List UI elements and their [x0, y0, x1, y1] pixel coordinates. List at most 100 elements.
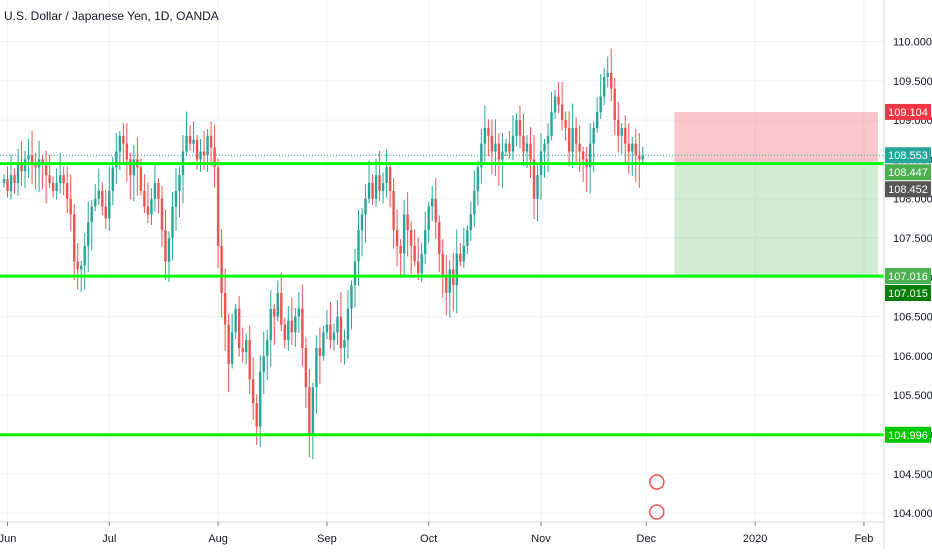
candle-body [223, 293, 227, 325]
candle-body [476, 167, 480, 191]
candle-body [234, 308, 237, 333]
candle-body [244, 340, 248, 352]
candle-body [483, 127, 487, 144]
candle-body [209, 135, 213, 148]
candle-body [434, 198, 437, 223]
candle-body [115, 151, 118, 168]
candle-body [101, 190, 104, 207]
candle-body [504, 143, 508, 152]
candle-body [322, 332, 325, 356]
candle-body [311, 387, 315, 435]
candle-body [346, 308, 350, 341]
event-marker-icon [649, 504, 665, 520]
candle-body [259, 371, 262, 427]
candle-body [255, 403, 258, 427]
x-tick-label: Jun [0, 533, 16, 545]
candle-body [546, 135, 550, 144]
candle-body [494, 143, 497, 152]
candle-body [581, 151, 585, 160]
candle-body [613, 88, 616, 121]
candle-body [192, 139, 195, 144]
candle-body [111, 167, 115, 191]
candle-body [27, 155, 30, 160]
position-stop-zone [674, 111, 878, 164]
candle-body [69, 198, 72, 215]
candle-body [469, 214, 473, 231]
candle-body [574, 127, 578, 144]
candle-body [30, 155, 34, 164]
candle-body [353, 261, 357, 286]
candle-body [438, 222, 441, 254]
candle-body [213, 147, 216, 168]
candle-body [511, 135, 515, 152]
candle-body [567, 127, 571, 152]
y-tick-label: 107.500 [893, 233, 932, 245]
candle-body [185, 135, 188, 152]
candle-body [490, 135, 494, 152]
candle-body [459, 253, 462, 262]
candle-body [94, 198, 97, 207]
candle-body [160, 198, 164, 231]
candle-body [413, 245, 416, 262]
candle-body [202, 151, 206, 156]
candle-body [424, 230, 427, 254]
position-target-zone [674, 163, 878, 277]
candle-body [6, 179, 9, 191]
price-label-box [885, 285, 931, 302]
y-tick-label: 104.000 [893, 508, 932, 520]
candle-body [87, 222, 90, 246]
candle-body [65, 182, 69, 199]
candle-body [104, 206, 107, 219]
candle-body [294, 316, 297, 333]
candle-body [76, 261, 79, 270]
price-label-text: 108.452 [888, 184, 928, 196]
candle-body [83, 245, 86, 266]
candle-body [241, 348, 244, 352]
candle-body [448, 269, 451, 294]
candle-body [220, 245, 223, 294]
candle-body [571, 127, 574, 152]
candle-body [473, 190, 476, 215]
candle-body [427, 206, 430, 231]
candle-body [392, 190, 395, 231]
candle-body [51, 182, 55, 191]
candle-body [455, 253, 458, 286]
candle-body [174, 190, 178, 207]
price-label-text: 107.015 [888, 288, 928, 300]
candle-body [592, 127, 595, 144]
candle-body [367, 182, 371, 199]
candle-body [157, 182, 160, 199]
candle-body [122, 135, 125, 144]
x-tick-label: Jul [102, 533, 116, 545]
y-tick-label: 106.000 [893, 351, 932, 363]
candle-body [188, 135, 192, 144]
candle-body [518, 120, 522, 136]
candle-body [543, 143, 546, 152]
price-label-box [885, 181, 931, 198]
candle-body [515, 120, 518, 136]
candle-body [564, 120, 567, 128]
candle-body [164, 230, 167, 262]
candle-body [55, 182, 58, 191]
candle-body [48, 175, 51, 183]
x-tick-label: Dec [637, 533, 657, 545]
y-tick-label: 104.500 [893, 469, 932, 481]
candle-body [62, 175, 65, 183]
candle-body [501, 151, 504, 160]
candle-body [23, 159, 27, 172]
price-label-box [885, 164, 931, 181]
candle-body [624, 127, 627, 144]
candle-body [2, 179, 6, 183]
candle-body [357, 230, 360, 262]
candle-body [329, 324, 332, 341]
candle-body [599, 96, 602, 113]
price-label-text: 108.447 [888, 167, 928, 179]
candle-body [532, 159, 536, 199]
candle-body [129, 159, 132, 176]
y-tick-label: 105.500 [893, 390, 932, 402]
candle-body [58, 175, 62, 183]
candle-body [97, 190, 100, 199]
x-tick-label: Oct [420, 533, 437, 545]
